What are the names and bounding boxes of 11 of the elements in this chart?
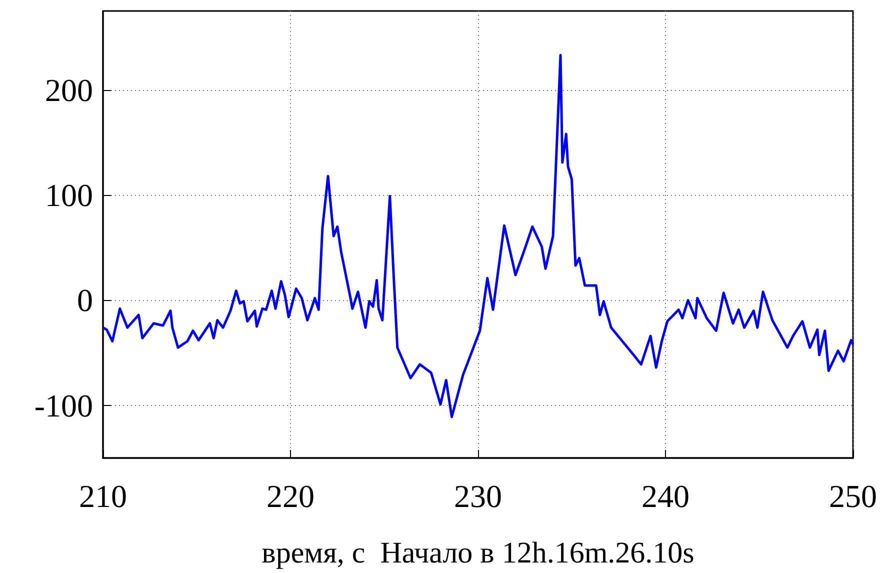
line-series bbox=[102, 54, 854, 418]
x-tick-label: 250 bbox=[829, 478, 877, 514]
x-tick-label: 230 bbox=[454, 478, 502, 514]
y-tick-label: 0 bbox=[77, 282, 93, 318]
y-tick-label: -100 bbox=[34, 387, 93, 424]
x-tick-label: 210 bbox=[79, 478, 127, 514]
x-axis-title: время, с Начало в 12h.16m.26.10s bbox=[262, 536, 694, 570]
x-tick-label: 220 bbox=[266, 478, 314, 514]
x-tick-label: 240 bbox=[642, 478, 690, 514]
y-tick-label: 200 bbox=[45, 72, 93, 108]
y-tick-label: 100 bbox=[45, 177, 93, 214]
